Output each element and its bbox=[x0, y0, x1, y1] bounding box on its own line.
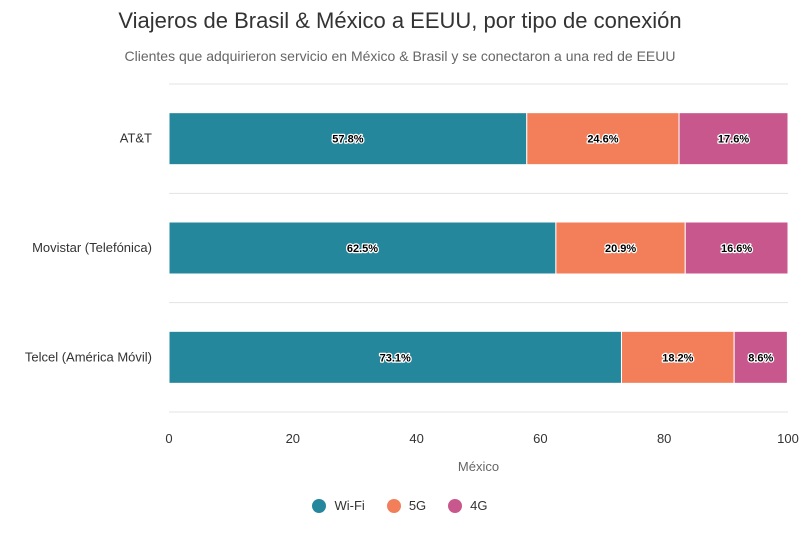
x-tick-label: 100 bbox=[777, 431, 799, 446]
data-label: 8.6% bbox=[748, 352, 773, 364]
x-tick-label: 40 bbox=[409, 431, 423, 446]
legend-item[interactable]: 5G bbox=[386, 498, 427, 513]
x-tick-label: 20 bbox=[286, 431, 300, 446]
data-label: 57.8% bbox=[332, 134, 363, 146]
data-label: 18.2% bbox=[662, 352, 693, 364]
legend-swatch-icon bbox=[448, 498, 463, 513]
chart-subtitle: Clientes que adquirieron servicio en Méx… bbox=[124, 48, 676, 64]
x-tick-label: 60 bbox=[533, 431, 547, 446]
legend-label: 5G bbox=[408, 498, 427, 513]
legend-swatch-icon bbox=[386, 498, 401, 513]
bar-segment bbox=[168, 330, 622, 384]
data-label: 16.6% bbox=[721, 243, 752, 255]
x-tick-label: 80 bbox=[657, 431, 671, 446]
bar-segment bbox=[555, 221, 686, 275]
bar-segment bbox=[620, 330, 735, 384]
bar-segment bbox=[678, 112, 789, 166]
legend-label: 4G bbox=[470, 498, 488, 513]
category-label: Movistar (Telefónica) bbox=[32, 240, 152, 255]
legend-swatch-icon bbox=[312, 498, 327, 513]
legend: Wi-Fi 5G 4G bbox=[0, 498, 800, 513]
data-label: 17.6% bbox=[718, 134, 749, 146]
data-label: 62.5% bbox=[347, 243, 378, 255]
legend-item[interactable]: Wi-Fi bbox=[312, 498, 365, 513]
bar-segment bbox=[168, 221, 557, 275]
bar-segment bbox=[526, 112, 680, 166]
bar-segment bbox=[684, 221, 789, 275]
chart-title: Viajeros de Brasil & México a EEUU, por … bbox=[118, 8, 682, 33]
bar-segment bbox=[733, 330, 788, 384]
x-tick-label: 0 bbox=[165, 431, 172, 446]
bar-segment bbox=[168, 112, 528, 166]
legend-item[interactable]: 4G bbox=[448, 498, 488, 513]
category-label: AT&T bbox=[120, 131, 152, 146]
x-axis-label: México bbox=[458, 459, 499, 474]
data-label: 73.1% bbox=[380, 352, 411, 364]
data-label: 20.9% bbox=[605, 243, 636, 255]
category-label: Telcel (América Móvil) bbox=[25, 349, 152, 364]
legend-label: Wi-Fi bbox=[334, 498, 365, 513]
data-label: 24.6% bbox=[587, 134, 618, 146]
